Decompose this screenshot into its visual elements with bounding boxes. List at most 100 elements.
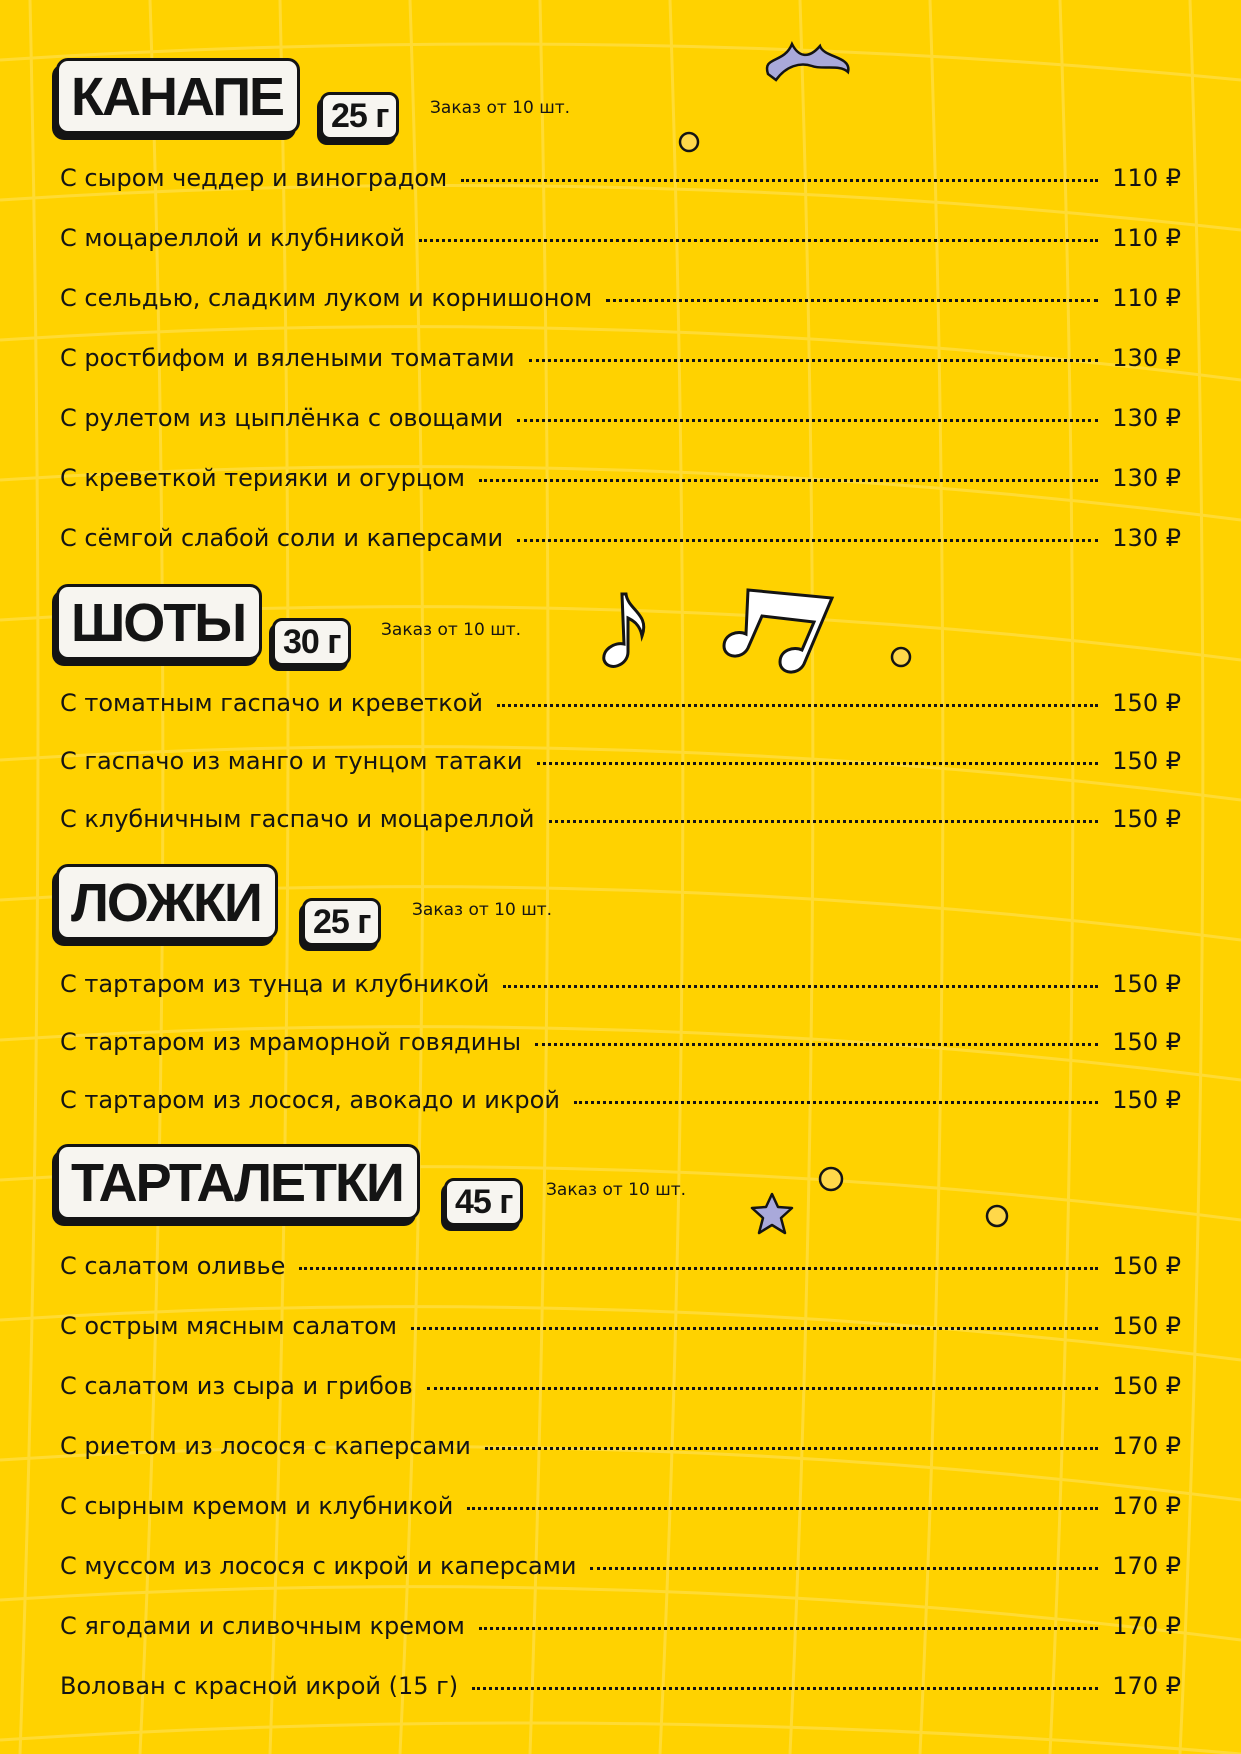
item-price: 150 ₽ [1112, 1086, 1181, 1114]
dot-leader [606, 299, 1099, 302]
item-name: С муссом из лосося с икрой и каперсами [60, 1552, 577, 1580]
dot-leader [418, 239, 1099, 242]
section-title: КАНАПЕ [56, 58, 301, 134]
item-name: С рулетом из цыплёнка с овощами [60, 404, 504, 432]
menu-item: С тартаром из тунца и клубникой 150 ₽ [60, 970, 1181, 998]
section-weight: 45 г [444, 1178, 524, 1226]
item-price: 110 ₽ [1112, 284, 1181, 312]
menu-item: С ягодами и сливочным кремом 170 ₽ [60, 1612, 1181, 1640]
menu-item: С тартаром из лосося, авокадо и икрой 150… [60, 1086, 1181, 1114]
section-title: ШОТЫ [56, 584, 263, 660]
double-music-note-icon [722, 588, 835, 674]
music-note-icon [602, 592, 646, 668]
item-name: С клубничным гаспачо и моцареллой [60, 805, 535, 833]
item-price: 150 ₽ [1112, 747, 1181, 775]
dot-leader [503, 985, 1099, 988]
item-price: 130 ₽ [1112, 464, 1181, 492]
dot-leader [590, 1567, 1099, 1570]
dot-leader [461, 179, 1099, 182]
menu-item: С рулетом из цыплёнка с овощами 130 ₽ [60, 404, 1181, 432]
item-name: С ягодами и сливочным кремом [60, 1612, 465, 1640]
section-weight: 30 г [272, 618, 352, 666]
dot-leader [536, 762, 1099, 765]
item-name: С моцареллой и клубникой [60, 224, 405, 252]
section-title: ТАРТАЛЕТКИ [56, 1144, 420, 1220]
item-price: 130 ₽ [1112, 344, 1181, 372]
item-price: 170 ₽ [1112, 1432, 1181, 1460]
menu-item: Волован с красной икрой (15 г) 170 ₽ [60, 1672, 1181, 1700]
dot-leader [497, 704, 1099, 707]
dot-leader [478, 1627, 1099, 1630]
circle [678, 131, 700, 153]
menu-item: С ростбифом и вялеными томатами 130 ₽ [60, 344, 1181, 372]
menu-item: С клубничным гаспачо и моцареллой 150 ₽ [60, 805, 1181, 833]
menu-item: С сёмгой слабой соли и каперсами 130 ₽ [60, 524, 1181, 552]
item-price: 130 ₽ [1112, 524, 1181, 552]
dot-leader [517, 539, 1099, 542]
item-price: 150 ₽ [1112, 1312, 1181, 1340]
dot-leader [548, 820, 1099, 823]
item-name: С томатным гаспачо и креветкой [60, 689, 484, 717]
item-name: Волован с красной икрой (15 г) [60, 1672, 459, 1700]
menu-item: С сырным кремом и клубникой 170 ₽ [60, 1492, 1181, 1520]
order-note: Заказ от 10 шт. [381, 620, 522, 640]
menu-item: С муссом из лосося с икрой и каперсами 17… [60, 1552, 1181, 1580]
item-price: 150 ₽ [1112, 970, 1181, 998]
dot-leader [484, 1447, 1099, 1450]
section-title: ЛОЖКИ [56, 864, 278, 940]
item-name: С острым мясным салатом [60, 1312, 397, 1340]
dot-leader [299, 1267, 1099, 1270]
menu-item: С сыром чеддер и виноградом 110 ₽ [60, 164, 1181, 192]
item-name: С креветкой терияки и огурцом [60, 464, 465, 492]
dot-leader [535, 1043, 1099, 1046]
item-price: 150 ₽ [1112, 1252, 1181, 1280]
item-name: С салатом из сыра и грибов [60, 1372, 413, 1400]
item-price: 170 ₽ [1112, 1672, 1181, 1700]
menu-item: С томатным гаспачо и креветкой 150 ₽ [60, 689, 1181, 717]
item-price: 130 ₽ [1112, 404, 1181, 432]
dot-leader [528, 359, 1099, 362]
menu-item: С тартаром из мраморной говядины 150 ₽ [60, 1028, 1181, 1056]
item-price: 170 ₽ [1112, 1492, 1181, 1520]
item-price: 150 ₽ [1112, 689, 1181, 717]
item-name: С тартаром из мраморной говядины [60, 1028, 522, 1056]
item-name: С тартаром из лосося, авокадо и икрой [60, 1086, 560, 1114]
item-name: С салатом оливье [60, 1252, 286, 1280]
item-name: С гаспачо из манго и тунцом татаки [60, 747, 523, 775]
item-name: С сёмгой слабой соли и каперсами [60, 524, 504, 552]
order-note: Заказ от 10 шт. [546, 1180, 687, 1200]
order-note: Заказ от 10 шт. [412, 900, 553, 920]
dot-leader [573, 1101, 1099, 1104]
star-shape [750, 1192, 794, 1235]
menu-item: С моцареллой и клубникой 110 ₽ [60, 224, 1181, 252]
item-price: 110 ₽ [1112, 164, 1181, 192]
item-price: 150 ₽ [1112, 1028, 1181, 1056]
item-name: С тартаром из тунца и клубникой [60, 970, 490, 998]
dot-leader [479, 479, 1099, 482]
menu-item: С гаспачо из манго и тунцом татаки 150 ₽ [60, 747, 1181, 775]
dot-leader [517, 419, 1099, 422]
circle [985, 1204, 1009, 1228]
dot-leader [426, 1387, 1099, 1390]
menu-item: С острым мясным салатом 150 ₽ [60, 1312, 1181, 1340]
item-price: 150 ₽ [1112, 1372, 1181, 1400]
menu-item: С салатом оливье 150 ₽ [60, 1252, 1181, 1280]
menu-item: С риетом из лосося с каперсами 170 ₽ [60, 1432, 1181, 1460]
menu-item: С салатом из сыра и грибов 150 ₽ [60, 1372, 1181, 1400]
item-price: 170 ₽ [1112, 1612, 1181, 1640]
item-price: 110 ₽ [1112, 224, 1181, 252]
item-name: С ростбифом и вялеными томатами [60, 344, 515, 372]
dot-leader [411, 1327, 1099, 1330]
item-name: С риетом из лосося с каперсами [60, 1432, 471, 1460]
circle [890, 646, 912, 668]
order-note: Заказ от 10 шт. [430, 98, 571, 118]
item-price: 170 ₽ [1112, 1552, 1181, 1580]
item-name: С сырным кремом и клубникой [60, 1492, 454, 1520]
menu-item: С сельдью, сладким луком и корнишоном 110… [60, 284, 1181, 312]
item-price: 150 ₽ [1112, 805, 1181, 833]
item-name: С сельдью, сладким луком и корнишоном [60, 284, 593, 312]
section-weight: 25 г [320, 92, 400, 140]
circle [818, 1166, 844, 1192]
section-weight: 25 г [302, 898, 382, 946]
